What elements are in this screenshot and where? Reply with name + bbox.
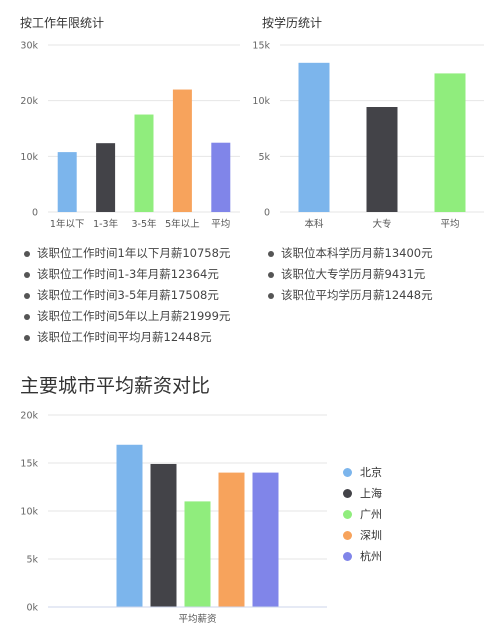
legend-item[interactable]: 北京 — [343, 462, 382, 483]
cities-bar-杭州 — [252, 472, 279, 607]
years-x-tick-label: 1-3年 — [93, 218, 119, 230]
education-x-tick-label: 大专 — [372, 218, 391, 230]
years-bar — [134, 114, 154, 212]
education-stat-item: 该职位平均学历月薪12448元 — [268, 285, 433, 306]
chart-title-education: 按学历统计 — [262, 16, 323, 30]
legend-dot — [343, 468, 352, 477]
education-bar — [298, 62, 330, 213]
legend-item[interactable]: 深圳 — [343, 525, 382, 546]
legend-dot — [343, 510, 352, 519]
years-x-tick-label: 5年以上 — [165, 218, 200, 230]
legend-label: 广州 — [360, 508, 382, 521]
years-stat-item: 该职位工作时间3-5年月薪17508元 — [24, 285, 230, 306]
education-stat-item: 该职位大专学历月薪9431元 — [268, 264, 433, 285]
legend-label: 北京 — [360, 466, 382, 479]
cities-y-tick-label: 15k — [20, 459, 38, 470]
years-y-tick-label: 10k — [20, 152, 38, 163]
legend-dot — [343, 552, 352, 561]
legend-item[interactable]: 上海 — [343, 483, 382, 504]
years-stat-item: 该职位工作时间5年以上月薪21999元 — [24, 306, 230, 327]
education-y-tick-label: 5k — [258, 152, 270, 163]
cities-bar-深圳 — [218, 472, 245, 607]
legend-dot — [343, 531, 352, 540]
education-bar — [434, 73, 466, 213]
education-y-tick-label: 0 — [264, 208, 270, 219]
years-x-tick-label: 3-5年 — [131, 218, 157, 230]
city-legend: 北京上海广州深圳杭州 — [343, 462, 382, 567]
cities-y-tick-label: 0k — [26, 603, 38, 614]
years-bar — [172, 89, 192, 212]
city-section-title: 主要城市平均薪资对比 — [20, 375, 211, 397]
education-y-tick-label: 10k — [252, 96, 270, 107]
education-stats-list: 该职位本科学历月薪13400元 该职位大专学历月薪9431元 该职位平均学历月薪… — [268, 243, 433, 306]
years-stat-item: 该职位工作时间平均月薪12448元 — [24, 327, 230, 348]
cities-y-tick-label: 5k — [26, 555, 38, 566]
education-x-tick-label: 平均 — [440, 218, 459, 230]
legend-label: 上海 — [360, 487, 382, 500]
years-y-tick-label: 0 — [32, 208, 38, 219]
cities-y-tick-label: 20k — [20, 411, 38, 422]
cities-x-tick-label: 平均薪资 — [178, 613, 217, 625]
cities-y-tick-label: 10k — [20, 507, 38, 518]
chart-title-years: 按工作年限统计 — [20, 16, 105, 30]
years-bar — [57, 152, 77, 212]
cities-bar-广州 — [184, 501, 211, 607]
cities-bar-上海 — [150, 463, 177, 607]
legend-label: 深圳 — [360, 529, 382, 542]
legend-item[interactable]: 广州 — [343, 504, 382, 525]
years-bar — [211, 142, 231, 212]
years-x-tick-label: 1年以下 — [50, 218, 85, 230]
education-x-tick-label: 本科 — [304, 218, 324, 230]
years-y-tick-label: 20k — [20, 96, 38, 107]
cities-bar-北京 — [116, 444, 143, 607]
years-stat-item: 该职位工作时间1年以下月薪10758元 — [24, 243, 230, 264]
education-stat-item: 该职位本科学历月薪13400元 — [268, 243, 433, 264]
education-y-tick-label: 15k — [252, 41, 270, 52]
years-y-tick-label: 30k — [20, 41, 38, 52]
legend-item[interactable]: 杭州 — [343, 546, 382, 567]
years-bar — [96, 143, 116, 212]
legend-label: 杭州 — [360, 550, 382, 563]
years-stats-list: 该职位工作时间1年以下月薪10758元 该职位工作时间1-3年月薪12364元 … — [24, 243, 230, 348]
years-x-tick-label: 平均 — [211, 218, 230, 230]
years-stat-item: 该职位工作时间1-3年月薪12364元 — [24, 264, 230, 285]
legend-dot — [343, 489, 352, 498]
education-bar — [366, 107, 398, 212]
